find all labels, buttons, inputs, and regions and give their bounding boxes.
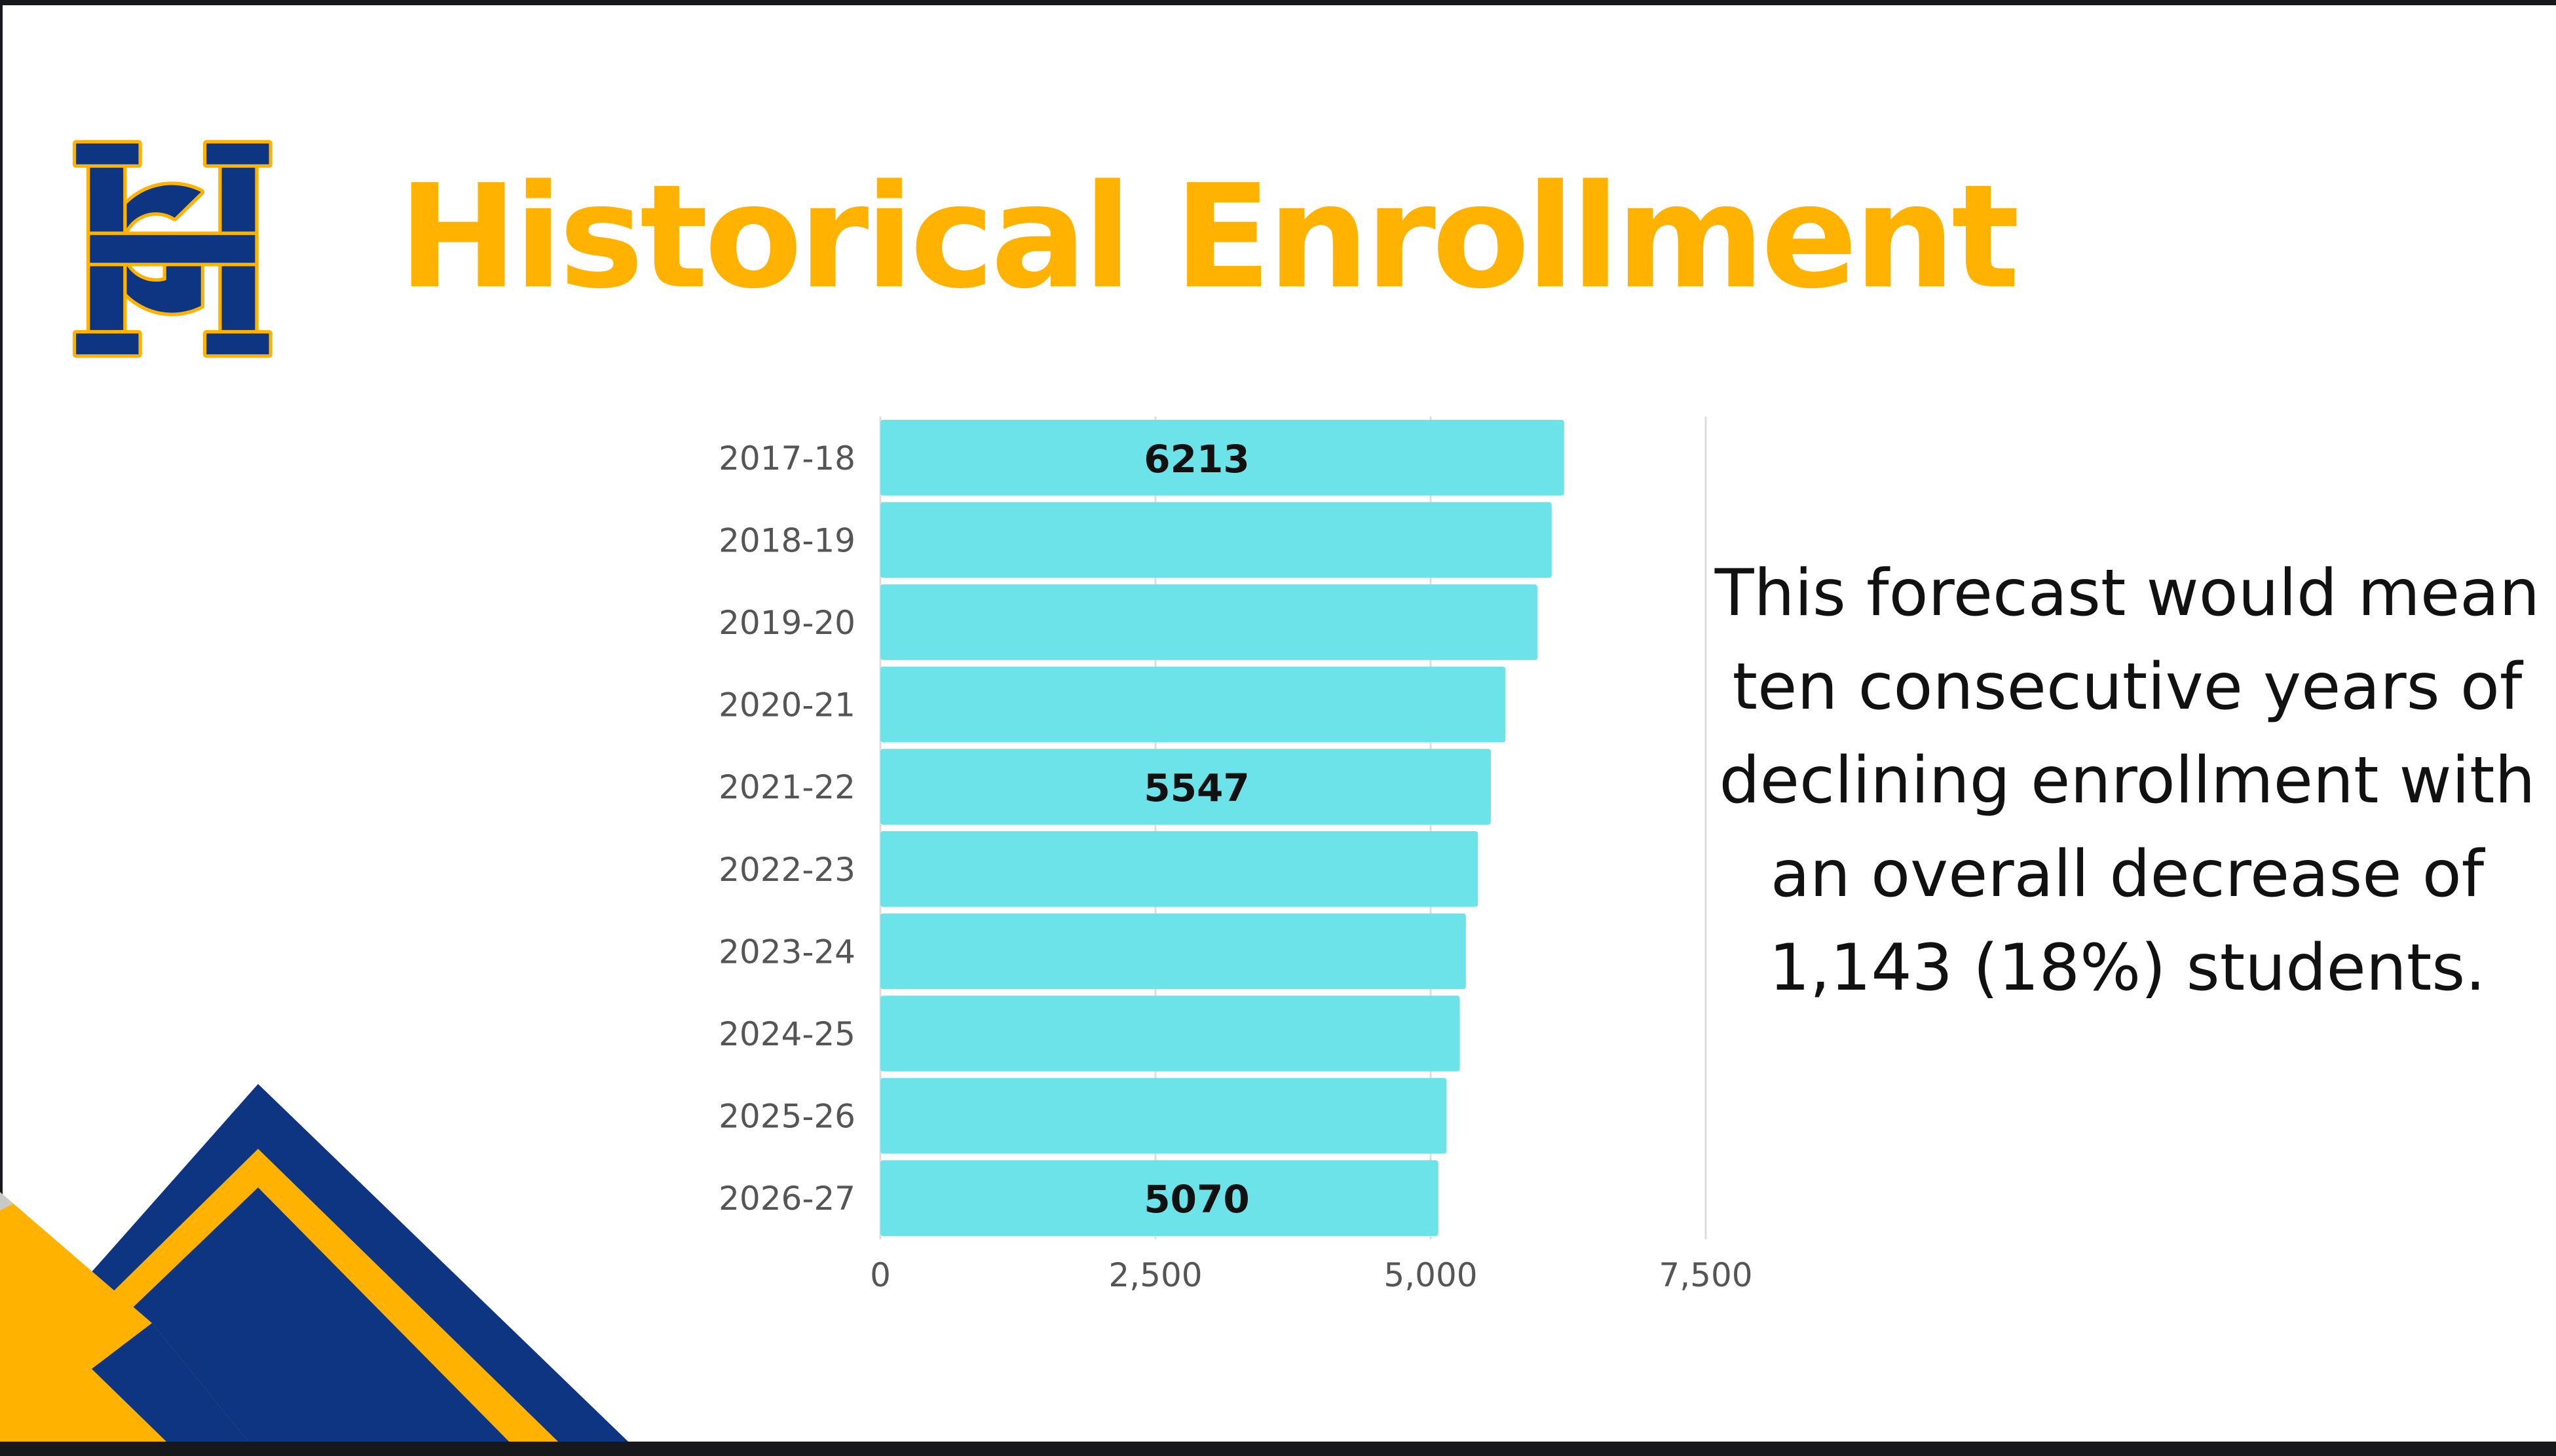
bar-2018-19 (880, 502, 1552, 578)
corner-triangles-icon (0, 1084, 629, 1442)
bar-2022-23 (880, 831, 1478, 907)
bar-2021-22 (880, 749, 1491, 825)
category-label-2020-21: 2020-21 (719, 686, 855, 724)
data-label-2017-18: 6213 (1144, 437, 1249, 481)
bar-2023-24 (880, 913, 1466, 990)
category-label-2022-23: 2022-23 (719, 851, 855, 889)
bar-2025-26 (880, 1077, 1447, 1154)
category-label-2019-20: 2019-20 (719, 604, 855, 642)
category-label-2026-27: 2026-27 (719, 1180, 855, 1218)
bar-2024-25 (880, 996, 1460, 1072)
x-tick-label-0: 0 (870, 1256, 891, 1294)
hg-monogram-logo-icon (72, 140, 273, 358)
x-tick-label-2: 5,000 (1383, 1256, 1477, 1294)
window-top-border (0, 0, 2556, 5)
category-label-2017-18: 2017-18 (719, 439, 855, 477)
data-label-2026-27: 5070 (1144, 1177, 1249, 1222)
window-bottom-border (0, 1442, 2556, 1456)
x-tick-label-3: 7,500 (1659, 1256, 1752, 1294)
window-left-border (0, 0, 3, 1456)
bar-2026-27 (880, 1160, 1438, 1236)
category-label-2024-25: 2024-25 (719, 1015, 855, 1053)
category-label-2021-22: 2021-22 (719, 768, 855, 806)
forecast-note: This forecast would mean ten consecutive… (1714, 556, 2540, 1005)
data-label-2021-22: 5547 (1144, 766, 1249, 810)
bar-2019-20 (880, 584, 1537, 660)
category-label-2018-19: 2018-19 (719, 521, 855, 559)
x-tick-label-1: 2,500 (1108, 1256, 1202, 1294)
enrollment-bar-chart: 2017-18 2018-19 2019-20 2020-21 2021-22 2022-… (719, 417, 1753, 1294)
bar-2020-21 (880, 666, 1506, 743)
category-label-2025-26: 2025-26 (719, 1098, 855, 1136)
category-label-2023-24: 2023-24 (719, 933, 855, 971)
page-title: Historical Enrollment (398, 155, 2020, 320)
bar-2017-18 (880, 420, 1564, 496)
